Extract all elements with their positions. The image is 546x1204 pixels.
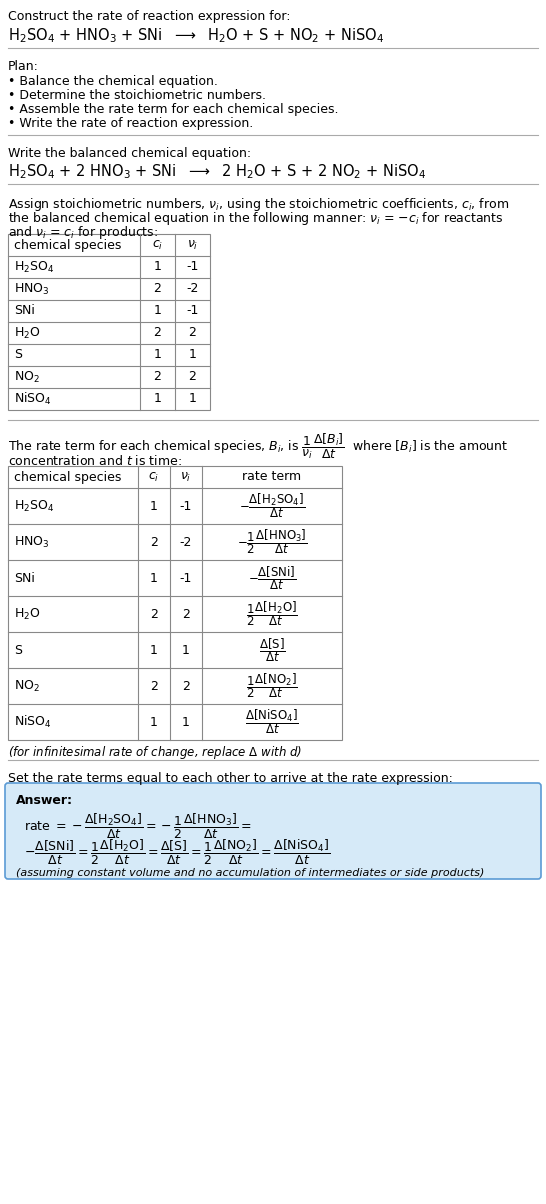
Text: 2: 2 (153, 371, 162, 384)
Text: Set the rate terms equal to each other to arrive at the rate expression:: Set the rate terms equal to each other t… (8, 772, 453, 785)
Text: 2: 2 (150, 608, 158, 620)
Text: H$_2$O: H$_2$O (14, 607, 40, 621)
Text: 1: 1 (153, 348, 162, 361)
Text: 1: 1 (153, 393, 162, 406)
Text: 1: 1 (188, 348, 197, 361)
Text: $\dfrac{\Delta[\mathrm{NiSO_4}]}{\Delta t}$: $\dfrac{\Delta[\mathrm{NiSO_4}]}{\Delta … (245, 708, 299, 737)
Text: 1: 1 (153, 305, 162, 318)
Text: and $\nu_i$ = $c_i$ for products:: and $\nu_i$ = $c_i$ for products: (8, 224, 158, 241)
Text: H$_2$SO$_4$ + HNO$_3$ + SNi  $\longrightarrow$  H$_2$O + S + NO$_2$ + NiSO$_4$: H$_2$SO$_4$ + HNO$_3$ + SNi $\longrighta… (8, 26, 384, 45)
Text: -1: -1 (180, 572, 192, 584)
Text: • Balance the chemical equation.: • Balance the chemical equation. (8, 75, 218, 88)
Text: -1: -1 (180, 500, 192, 513)
Text: • Determine the stoichiometric numbers.: • Determine the stoichiometric numbers. (8, 89, 266, 102)
Text: (for infinitesimal rate of change, replace $\Delta$ with $d$): (for infinitesimal rate of change, repla… (8, 744, 302, 761)
Text: NiSO$_4$: NiSO$_4$ (14, 714, 52, 730)
Text: $\dfrac{1}{2}\dfrac{\Delta[\mathrm{NO_2}]}{\Delta t}$: $\dfrac{1}{2}\dfrac{\Delta[\mathrm{NO_2}… (246, 672, 298, 701)
Text: the balanced chemical equation in the following manner: $\nu_i$ = $-c_i$ for rea: the balanced chemical equation in the fo… (8, 209, 504, 228)
Text: chemical species: chemical species (14, 471, 121, 484)
Text: chemical species: chemical species (14, 238, 121, 252)
Text: 1: 1 (150, 715, 158, 728)
Text: 2: 2 (153, 283, 162, 295)
Text: 2: 2 (188, 326, 197, 340)
Text: 2: 2 (153, 326, 162, 340)
Text: 1: 1 (182, 643, 190, 656)
FancyBboxPatch shape (5, 783, 541, 879)
Text: 2: 2 (182, 679, 190, 692)
Text: 1: 1 (153, 260, 162, 273)
Text: $c_i$: $c_i$ (149, 471, 159, 484)
Text: 1: 1 (188, 393, 197, 406)
Text: $\dfrac{1}{2}\dfrac{\Delta[\mathrm{H_2O}]}{\Delta t}$: $\dfrac{1}{2}\dfrac{\Delta[\mathrm{H_2O}… (246, 600, 298, 628)
Text: S: S (14, 348, 22, 361)
Text: SNi: SNi (14, 305, 35, 318)
Text: H$_2$O: H$_2$O (14, 325, 40, 341)
Text: $c_i$: $c_i$ (152, 238, 163, 252)
Text: $-\dfrac{\Delta[\mathrm{SNi}]}{\Delta t}$: $-\dfrac{\Delta[\mathrm{SNi}]}{\Delta t}… (248, 565, 296, 592)
Text: Write the balanced chemical equation:: Write the balanced chemical equation: (8, 147, 251, 160)
Text: Plan:: Plan: (8, 60, 39, 73)
Bar (8, 466, 342, 740)
Text: -1: -1 (186, 305, 199, 318)
Text: -1: -1 (186, 260, 199, 273)
Text: $\dfrac{\Delta[\mathrm{S}]}{\Delta t}$: $\dfrac{\Delta[\mathrm{S}]}{\Delta t}$ (259, 636, 286, 663)
Text: • Assemble the rate term for each chemical species.: • Assemble the rate term for each chemic… (8, 104, 339, 116)
Text: • Write the rate of reaction expression.: • Write the rate of reaction expression. (8, 117, 253, 130)
Text: 1: 1 (150, 572, 158, 584)
Text: 2: 2 (188, 371, 197, 384)
Text: (assuming constant volume and no accumulation of intermediates or side products): (assuming constant volume and no accumul… (16, 868, 484, 878)
Text: 1: 1 (182, 715, 190, 728)
Text: H$_2$SO$_4$: H$_2$SO$_4$ (14, 498, 54, 514)
Text: $-\dfrac{\Delta[\mathrm{SNi}]}{\Delta t} = \dfrac{1}{2}\dfrac{\Delta[\mathrm{H_2: $-\dfrac{\Delta[\mathrm{SNi}]}{\Delta t}… (24, 838, 330, 867)
Text: -2: -2 (180, 536, 192, 549)
Text: concentration and $t$ is time:: concentration and $t$ is time: (8, 454, 182, 468)
Text: 2: 2 (182, 608, 190, 620)
Bar (8, 234, 210, 411)
Text: $\nu_i$: $\nu_i$ (180, 471, 192, 484)
Text: -2: -2 (186, 283, 199, 295)
Text: The rate term for each chemical species, $B_i$, is $\dfrac{1}{\nu_i}$$\dfrac{\De: The rate term for each chemical species,… (8, 432, 508, 461)
Text: Answer:: Answer: (16, 793, 73, 807)
Text: rate term: rate term (242, 471, 301, 484)
Text: Assign stoichiometric numbers, $\nu_i$, using the stoichiometric coefficients, $: Assign stoichiometric numbers, $\nu_i$, … (8, 196, 509, 213)
Text: $-\dfrac{1}{2}\dfrac{\Delta[\mathrm{HNO_3}]}{\Delta t}$: $-\dfrac{1}{2}\dfrac{\Delta[\mathrm{HNO_… (237, 527, 307, 556)
Text: HNO$_3$: HNO$_3$ (14, 282, 50, 296)
Text: NO$_2$: NO$_2$ (14, 678, 40, 694)
Text: SNi: SNi (14, 572, 35, 584)
Text: HNO$_3$: HNO$_3$ (14, 535, 50, 549)
Text: 2: 2 (150, 679, 158, 692)
Text: rate $= -\dfrac{\Delta[\mathrm{H_2SO_4}]}{\Delta t} = -\dfrac{1}{2}\dfrac{\Delta: rate $= -\dfrac{\Delta[\mathrm{H_2SO_4}]… (24, 811, 252, 842)
Text: 1: 1 (150, 643, 158, 656)
Text: Construct the rate of reaction expression for:: Construct the rate of reaction expressio… (8, 10, 290, 23)
Text: $-\dfrac{\Delta[\mathrm{H_2SO_4}]}{\Delta t}$: $-\dfrac{\Delta[\mathrm{H_2SO_4}]}{\Delt… (239, 491, 305, 520)
Text: 2: 2 (150, 536, 158, 549)
Text: S: S (14, 643, 22, 656)
Text: $\nu_i$: $\nu_i$ (187, 238, 198, 252)
Text: NO$_2$: NO$_2$ (14, 370, 40, 384)
Text: H$_2$SO$_4$ + 2 HNO$_3$ + SNi  $\longrightarrow$  2 H$_2$O + S + 2 NO$_2$ + NiSO: H$_2$SO$_4$ + 2 HNO$_3$ + SNi $\longrigh… (8, 163, 426, 181)
Text: 1: 1 (150, 500, 158, 513)
Text: NiSO$_4$: NiSO$_4$ (14, 391, 52, 407)
Text: H$_2$SO$_4$: H$_2$SO$_4$ (14, 259, 54, 275)
